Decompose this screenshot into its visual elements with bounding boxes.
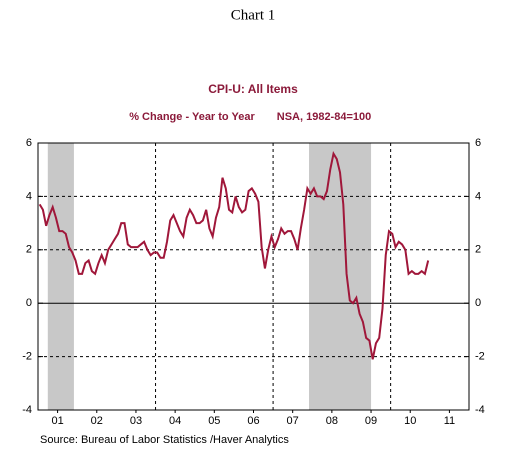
recession-shade bbox=[309, 143, 372, 410]
y-tick-label: 2 bbox=[26, 244, 32, 256]
y2-tick-label: 6 bbox=[475, 137, 481, 149]
y2-tick-label: -2 bbox=[475, 351, 485, 363]
y-tick-label: -4 bbox=[22, 404, 32, 416]
y2-tick-label: 2 bbox=[475, 244, 481, 256]
plot-frame bbox=[37, 142, 470, 411]
x-tick-label: 02 bbox=[91, 415, 103, 427]
x-tick-label: 08 bbox=[326, 415, 338, 427]
y-tick-label: -2 bbox=[22, 351, 32, 363]
x-tick-label: 01 bbox=[51, 415, 63, 427]
x-tick-label: 04 bbox=[169, 415, 181, 427]
x-tick-label: 07 bbox=[287, 415, 299, 427]
y2-tick-label: -4 bbox=[475, 404, 485, 416]
header: Chart 1 bbox=[231, 7, 276, 23]
x-tick-label: 05 bbox=[208, 415, 220, 427]
x-tick-label: 09 bbox=[365, 415, 377, 427]
y2-tick-label: 4 bbox=[475, 190, 481, 202]
x-tick-label: 06 bbox=[247, 415, 259, 427]
y-tick-label: 4 bbox=[26, 190, 32, 202]
subtitle: % Change - Year to Year bbox=[129, 111, 255, 123]
note: NSA, 1982-84=100 bbox=[277, 111, 371, 123]
y2-tick-label: 0 bbox=[475, 297, 481, 309]
x-tick-label: 10 bbox=[404, 415, 416, 427]
y-tick-label: 6 bbox=[26, 137, 32, 149]
recession-shade bbox=[47, 143, 74, 410]
chart-title: CPI-U: All Items bbox=[208, 82, 298, 96]
x-tick-label: 03 bbox=[130, 415, 142, 427]
y-tick-label: 0 bbox=[26, 297, 32, 309]
series-line bbox=[38, 150, 430, 360]
x-tick-label: 11 bbox=[444, 415, 455, 427]
source: Source: Bureau of Labor Statistics /Have… bbox=[40, 434, 289, 446]
